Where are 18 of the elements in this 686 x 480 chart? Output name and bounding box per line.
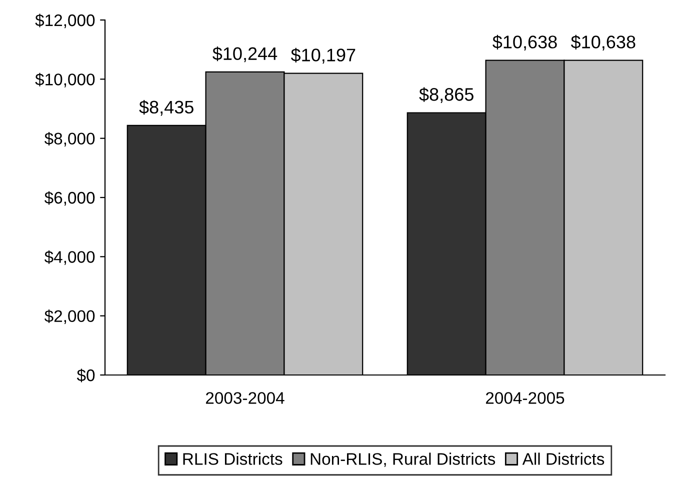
x-tick-label: 2004-2005	[486, 392, 564, 404]
x-tick-label: 2003-2004	[206, 392, 284, 404]
y-tick-label: $0	[76, 368, 95, 382]
y-tick-label: $6,000	[44, 191, 95, 206]
y-tick-label: $10,000	[35, 72, 95, 88]
legend-label: RLIS Districts	[183, 452, 282, 465]
y-tick-label: $12,000	[35, 14, 95, 28]
legend-label: Non-RLIS, Rural Districts	[310, 452, 496, 467]
data-label: $8,865	[419, 87, 474, 103]
data-label: $10,197	[290, 48, 356, 64]
data-label: $10,244	[212, 46, 278, 62]
data-label: $10,638	[570, 34, 636, 51]
data-label: $10,638	[492, 34, 557, 51]
y-tick-label: $2,000	[44, 310, 95, 324]
y-tick-label: $4,000	[44, 250, 95, 265]
y-tick-label: $8,000	[44, 132, 95, 147]
data-label: $8,435	[139, 100, 194, 116]
legend-label: All Districts	[522, 452, 604, 465]
